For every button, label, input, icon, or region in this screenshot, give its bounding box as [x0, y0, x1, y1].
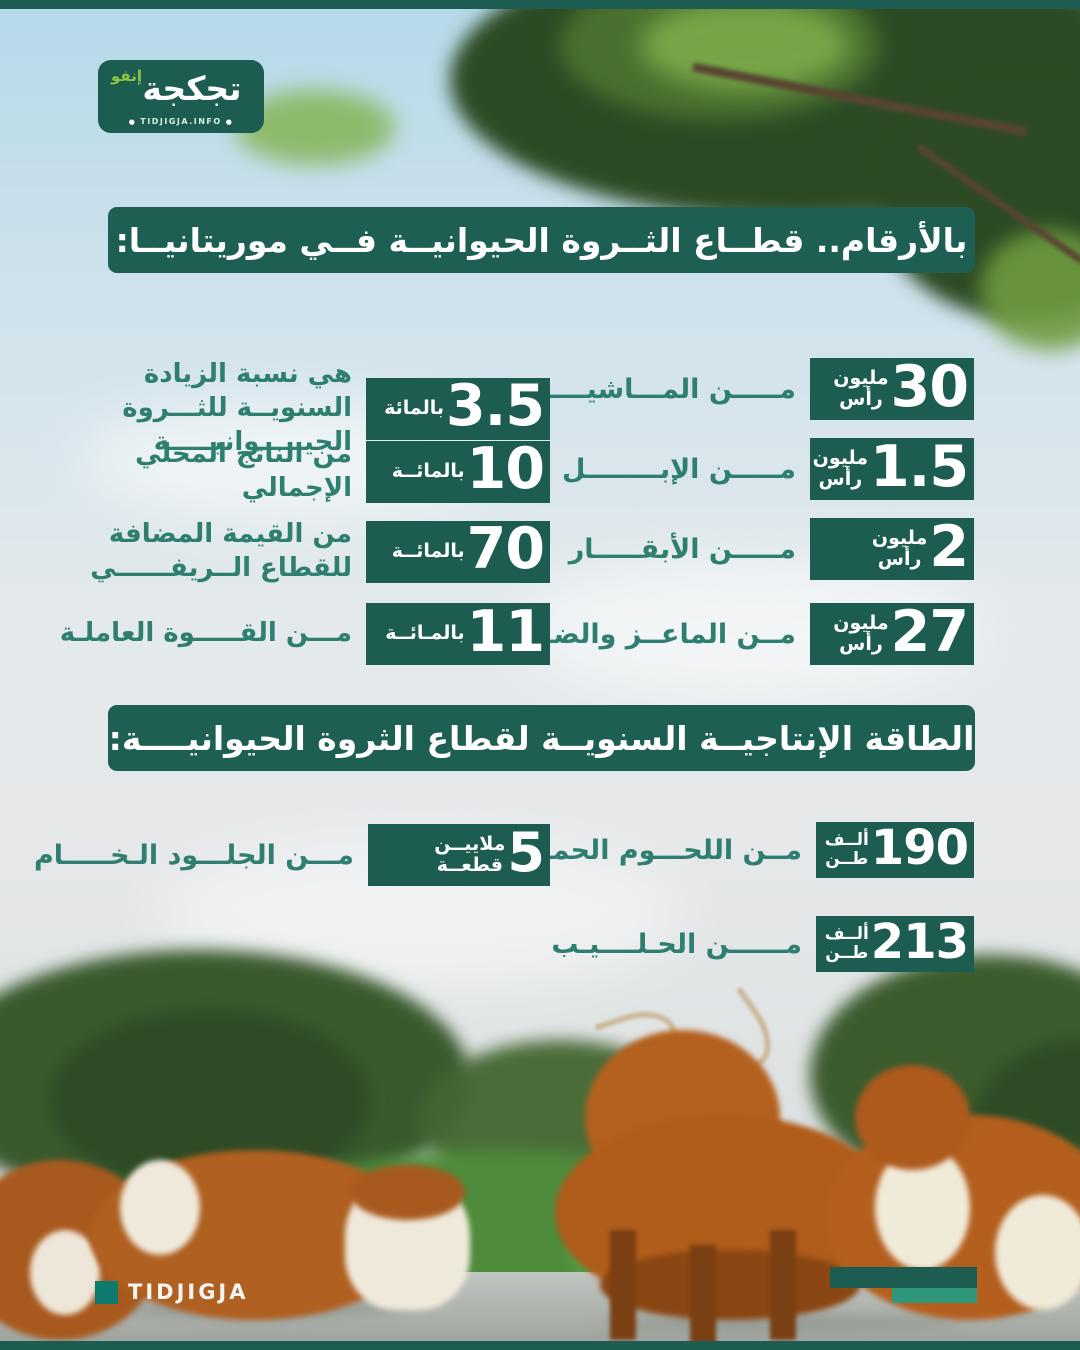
stat-label: مـــن القـــــوة العاملـة — [59, 618, 352, 649]
cow-leg-image — [610, 1230, 636, 1340]
section2-title-banner: الطاقة الإنتاجيــة السنويــة لقطاع الثرو… — [108, 705, 975, 771]
watermark-square-icon — [95, 1280, 118, 1304]
stat-value: 190 — [870, 820, 969, 876]
logo-accent-label: إنفو — [111, 67, 142, 85]
footer-watermark: TIDJIGJA — [95, 1280, 249, 1304]
stat-row-workforce: 11 بالمـائــة مـــن القـــــوة العاملـة — [52, 603, 550, 665]
stat-label: مـــــن الأبقـــــار — [568, 533, 796, 565]
tree-image — [810, 955, 1080, 1195]
cow-patch-image — [30, 1230, 100, 1315]
cow-patch-image — [875, 1145, 970, 1270]
stat-row-goats-sheep: 27 مليون رأس مــن الماعــز والضـــأن — [493, 603, 974, 665]
cow-leg-image — [770, 1230, 796, 1340]
tree-branch-image — [692, 62, 1028, 137]
stat-unit: بالمائــة — [391, 460, 465, 483]
tree-image — [420, 1040, 700, 1200]
stat-box: 11 بالمـائــة — [366, 603, 550, 665]
cow-patch-image — [350, 1165, 465, 1220]
stat-value: 213 — [870, 914, 969, 970]
cow-leg-image — [690, 1245, 716, 1350]
stat-label: من القيمة المضافة للقطاع الــريفــــــي — [90, 519, 352, 583]
stat-row-milk: 213 ألــف طــن مــــــن الحـلــــيـب — [551, 916, 974, 972]
stat-unit: بالمائة — [384, 397, 445, 420]
stat-row-livestock: 30 مليون رأس مـــــن المـــاشيـــــة — [524, 358, 974, 420]
stat-box: 1.5 مليون رأس — [810, 438, 974, 500]
stat-row-gdp-share: 10 بالمائــة من الناتج المحلي الإجمالي — [52, 438, 550, 506]
section2-title: الطاقة الإنتاجيــة السنويــة لقطاع الثرو… — [108, 718, 975, 758]
cow-image — [600, 1250, 860, 1320]
bottom-right-stamp-teal — [892, 1288, 977, 1303]
stat-row-red-meat: 190 ألــف طــن مــن اللحـــوم الحمــراء — [494, 822, 974, 878]
stat-label: مــــــن الحـلــــيـب — [551, 928, 802, 960]
stat-label: مـــــن المـــاشيـــــة — [524, 373, 796, 405]
stat-row-rural-value-added: 70 بالمائــة من القيمة المضافة للقطاع ال… — [52, 518, 550, 586]
stat-box: 190 ألــف طــن — [816, 822, 974, 878]
stat-value: 30 — [890, 353, 969, 420]
stat-box: 3.5 بالمائة — [366, 373, 550, 440]
bush-image — [990, 1150, 1080, 1270]
stat-box: 30 مليون رأس — [810, 358, 974, 420]
stat-unit: مليون رأس — [833, 611, 889, 655]
cow-head-image — [855, 1065, 970, 1170]
tree-image — [970, 1040, 1080, 1240]
stat-unit: ألــف طــن — [824, 923, 869, 963]
tree-canopy-image — [980, 230, 1080, 350]
cow-head-image — [585, 1030, 780, 1205]
stat-label: مـــــن الإبــــــــل — [562, 453, 796, 485]
stat-box: 10 بالمائــة — [366, 436, 550, 503]
stat-row-cattle: 2 مليون رأس مـــــن الأبقـــــار — [569, 518, 974, 580]
section1-title: بالأرقام.. قطــاع الثــروة الحيوانيــة ف… — [115, 220, 968, 260]
stat-value: 1.5 — [870, 433, 969, 500]
cow-patch-image — [120, 1160, 200, 1255]
bush-image — [250, 1150, 750, 1300]
stat-label: من الناتج المحلي الإجمالي — [135, 439, 352, 503]
watermark-text: TIDJIGJA — [128, 1280, 249, 1304]
stat-value: 10 — [466, 436, 545, 503]
stat-value: 70 — [466, 516, 545, 583]
tree-canopy-image — [640, 0, 850, 90]
stat-unit: مليون رأس — [871, 526, 928, 570]
stat-box: 27 مليون رأس — [810, 603, 974, 665]
stat-unit: بالمائــة — [391, 540, 465, 563]
cow-image — [0, 1160, 160, 1340]
tree-image — [0, 950, 470, 1210]
tree-canopy-image — [880, 90, 1080, 320]
water-ripple-image — [600, 1315, 960, 1331]
site-logo: إنفو تجكجة TIDJIGJA.INFO — [98, 60, 264, 133]
stat-unit: ملاييــن قطعــة — [434, 832, 506, 876]
logo-name-label: تجكجة — [142, 69, 242, 108]
stat-value: 11 — [466, 598, 545, 665]
stat-unit: مليون رأس — [812, 446, 869, 490]
tree-canopy-image — [560, 0, 880, 120]
stat-box: 2 مليون رأس — [810, 518, 974, 580]
stat-row-raw-hides: 5 ملاييــن قطعــة مـــن الجلـــود الـخــ… — [34, 824, 550, 886]
stat-value: 3.5 — [446, 373, 545, 440]
stat-value: 5 — [507, 821, 545, 884]
stat-box: 213 ألــف طــن — [816, 916, 974, 972]
stat-unit: ألــف طــن — [824, 829, 869, 869]
tree-image — [50, 1010, 370, 1190]
stat-row-camels: 1.5 مليون رأس مـــــن الإبــــــــل — [562, 438, 974, 500]
stat-value: 2 — [929, 513, 969, 580]
cow-face-image — [345, 1175, 470, 1310]
cow-patch-image — [995, 1195, 1080, 1310]
section1-title-banner: بالأرقام.. قطــاع الثــروة الحيوانيــة ف… — [108, 207, 975, 273]
stat-value: 27 — [890, 598, 969, 665]
logo-domain-label: TIDJIGJA.INFO — [98, 117, 264, 126]
stat-box: 70 بالمائــة — [366, 516, 550, 583]
stat-box: 5 ملاييــن قطعــة — [368, 824, 550, 886]
bush-image — [0, 1185, 220, 1325]
bottom-border-bar — [0, 1341, 1080, 1350]
tree-canopy-image — [450, 0, 1080, 220]
top-border-bar — [0, 0, 1080, 9]
bush-image — [570, 1200, 850, 1310]
cow-horn-image — [594, 1001, 682, 1069]
stat-unit: بالمـائــة — [385, 622, 465, 645]
cow-horn-image — [703, 986, 785, 1076]
stat-unit: مليون رأس — [833, 366, 889, 410]
stat-label: مـــن الجلـــود الـخـــــام — [34, 839, 354, 871]
bottom-right-stamp-dark — [830, 1267, 977, 1288]
